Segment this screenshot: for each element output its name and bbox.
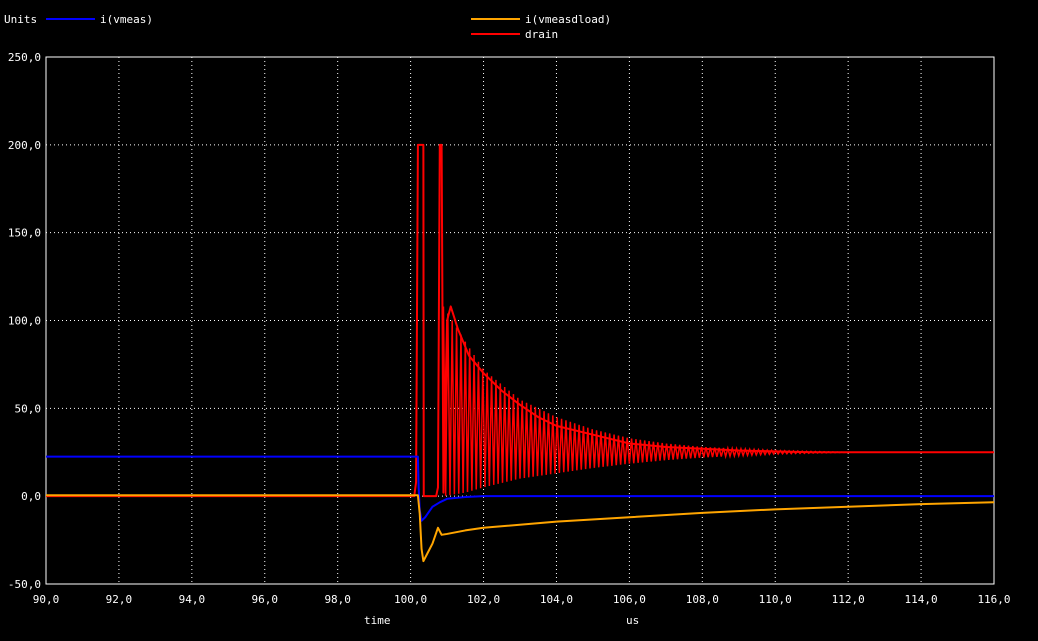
series-line (46, 455, 994, 522)
legend-label: drain (525, 28, 558, 41)
x-tick-label: 102,0 (467, 593, 500, 606)
series-line (46, 143, 994, 498)
x-tick-label: 100,0 (394, 593, 427, 606)
y-tick-label: 200,0 (8, 139, 41, 152)
series-0 (46, 455, 994, 522)
x-axis-label: time (364, 614, 391, 627)
y-tick-label: 150,0 (8, 227, 41, 240)
x-tick-label: 112,0 (832, 593, 865, 606)
x-tick-labels: 90,0 92,0 94,0 96,0 98,0 100,0 102,0 104,0 106,0… (33, 593, 1011, 606)
x-tick-label: 96,0 (252, 593, 279, 606)
x-tick-label: 108,0 (686, 593, 719, 606)
y-tick-labels: -50,0 0,0 50,0 100,0 150,0 200,0 250,0 (8, 51, 41, 591)
x-tick-label: 110,0 (759, 593, 792, 606)
legend-label: i(vmeasdload) (525, 13, 611, 26)
y-tick-label: 0,0 (21, 490, 41, 503)
x-tick-label: 98,0 (324, 593, 351, 606)
y-tick-label: 250,0 (8, 51, 41, 64)
x-tick-label: 104,0 (540, 593, 573, 606)
oscillation-trace (442, 306, 847, 496)
x-tick-label: 106,0 (613, 593, 646, 606)
x-tick-label: 114,0 (905, 593, 938, 606)
x-tick-label: 92,0 (106, 593, 133, 606)
y-tick-label: 50,0 (15, 402, 42, 415)
series-line (46, 494, 995, 563)
x-tick-label: 90,0 (33, 593, 60, 606)
legend-label: i(vmeas) (100, 13, 153, 26)
grid (46, 57, 994, 584)
series-1 (46, 494, 995, 563)
x-tick-label: 94,0 (179, 593, 206, 606)
y-tick-label: 100,0 (8, 315, 41, 328)
y-axis-label: Units (4, 13, 37, 26)
x-axis-unit: us (626, 614, 639, 627)
x-tick-label: 116,0 (977, 593, 1010, 606)
series-2 (46, 143, 994, 498)
legend: Units i(vmeas) i(vmeasdload) drain (4, 13, 611, 41)
plot-frame (45, 56, 995, 585)
series-lines (46, 143, 995, 563)
y-tick-label: -50,0 (8, 578, 41, 591)
